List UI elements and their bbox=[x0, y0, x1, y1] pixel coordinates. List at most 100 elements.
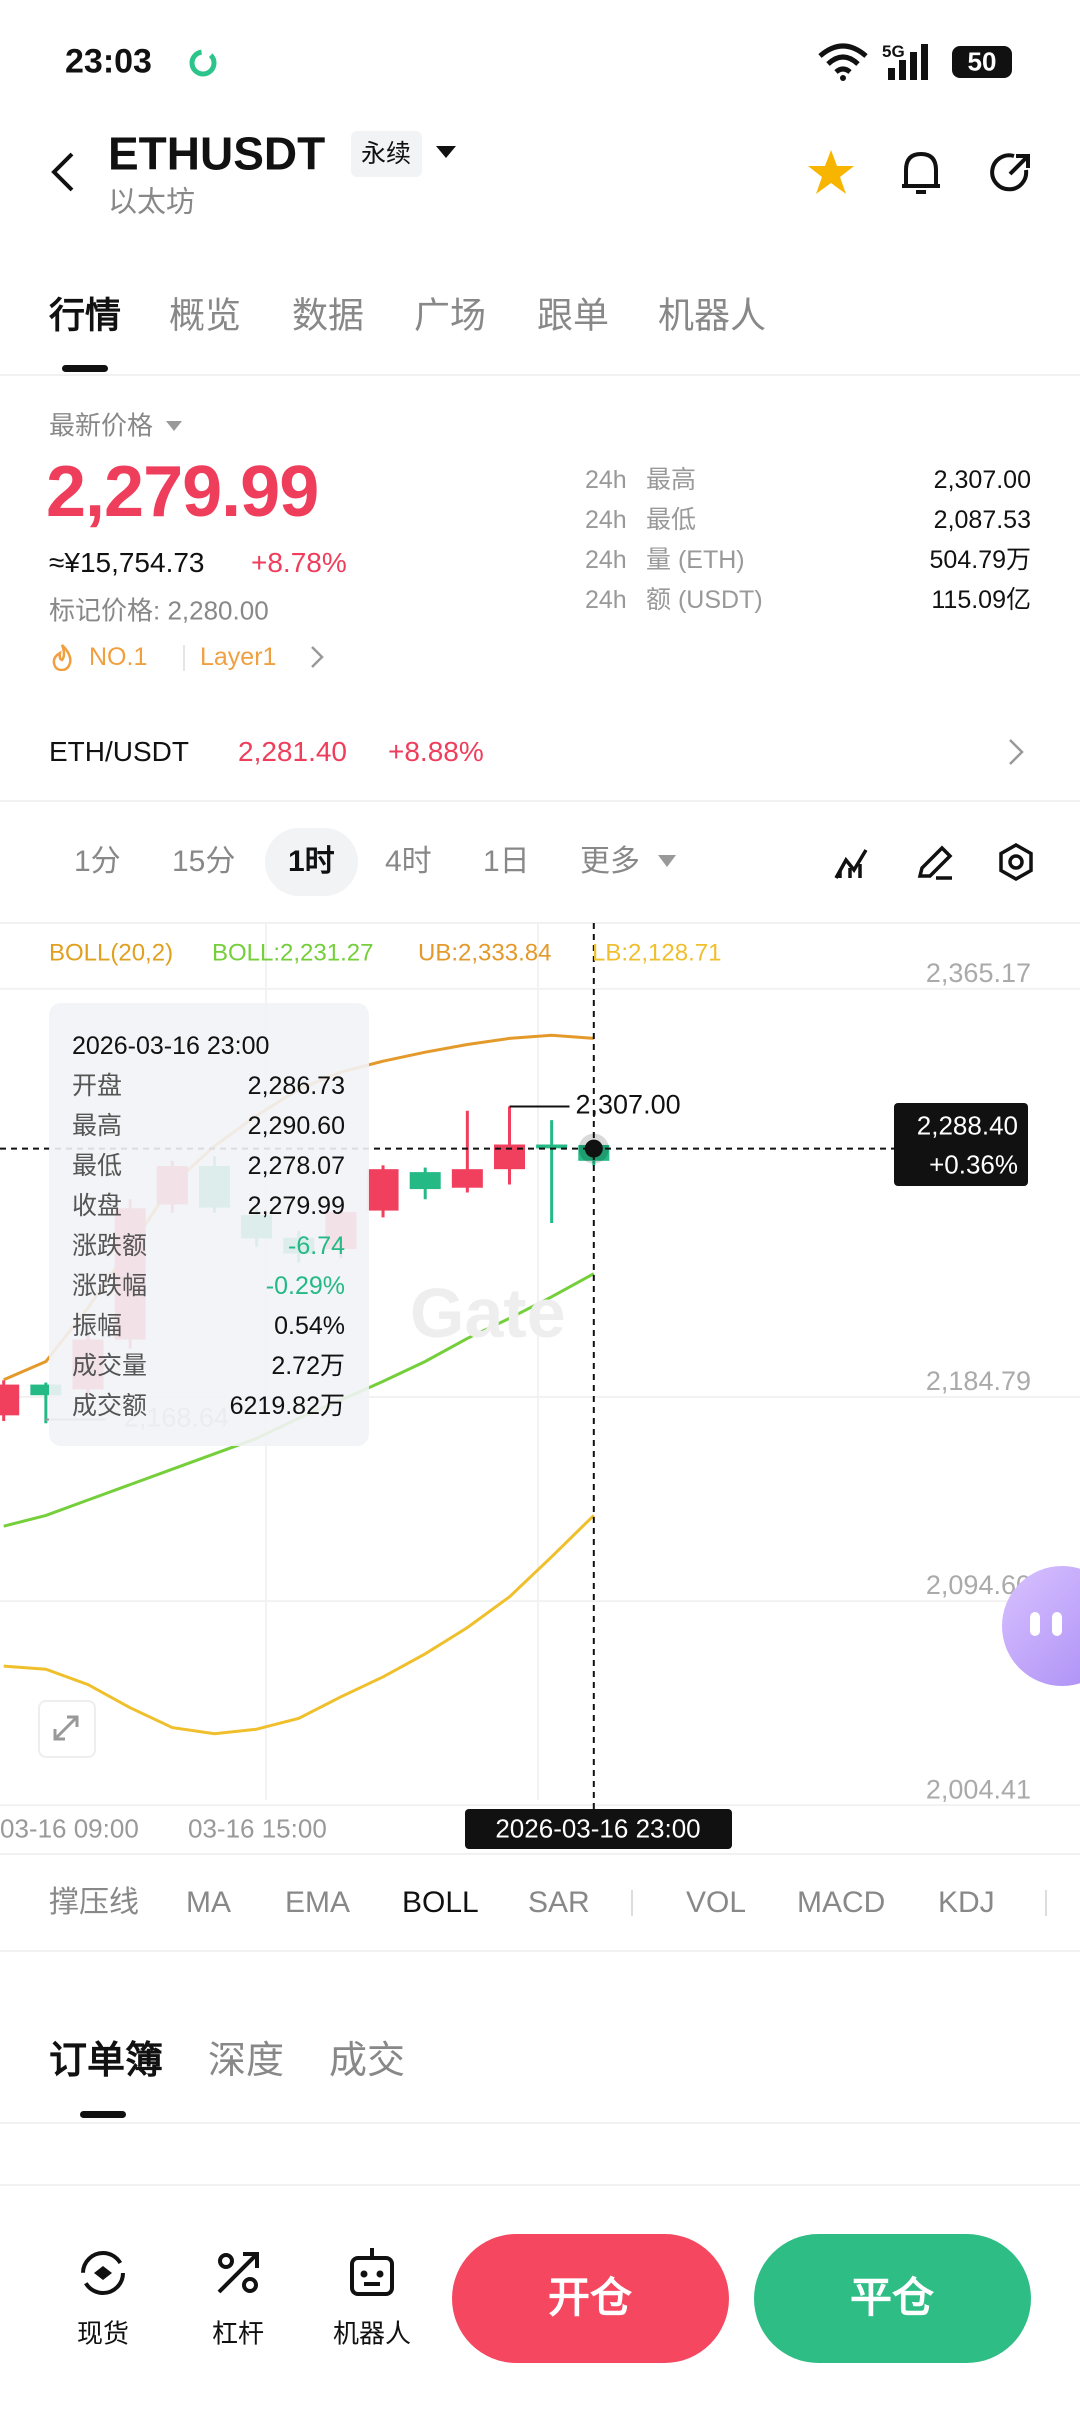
draw-button[interactable] bbox=[916, 844, 954, 880]
close-button[interactable] bbox=[754, 2234, 1031, 2363]
interval[interactable]: 1时 bbox=[288, 845, 335, 878]
tab[interactable]: 行情 bbox=[49, 294, 122, 336]
tooltip-panel bbox=[49, 1003, 369, 1446]
candle-body bbox=[451, 1169, 483, 1188]
bot-icon[interactable] bbox=[347, 2246, 397, 2298]
nav-label[interactable]: 杠杆 bbox=[211, 2318, 265, 2349]
interval[interactable]: 更多 bbox=[580, 845, 640, 878]
stat-value: 504.79万 bbox=[929, 546, 1031, 574]
indicator-tab[interactable]: 撑压线 bbox=[49, 1886, 139, 1919]
divider bbox=[0, 1853, 1080, 1855]
assistant-eye bbox=[1052, 1612, 1062, 1636]
tag-chevron[interactable] bbox=[310, 645, 324, 669]
fullscreen-icon bbox=[53, 1715, 79, 1741]
back-button[interactable] bbox=[48, 150, 78, 194]
book-tab[interactable]: 深度 bbox=[208, 2040, 285, 2083]
tab[interactable]: 广场 bbox=[414, 294, 487, 336]
tooltip-value: -6.74 bbox=[288, 1232, 345, 1260]
spot-icon[interactable] bbox=[78, 2248, 128, 2298]
x-tick-label: 03-16 09:00 bbox=[0, 1813, 139, 1844]
indicator-tab[interactable]: BOLL bbox=[402, 1886, 479, 1919]
symbol: ETHUSDT bbox=[108, 127, 326, 180]
last-price: 2,279.99 bbox=[46, 451, 319, 532]
tooltip-value: 2,290.60 bbox=[247, 1112, 345, 1140]
share-button[interactable] bbox=[988, 150, 1034, 196]
stat-label: 量 (ETH) bbox=[646, 546, 745, 574]
tag-separator bbox=[183, 645, 185, 671]
indicator-tab[interactable]: SAR bbox=[528, 1886, 590, 1919]
network-type: 5G bbox=[882, 41, 905, 61]
tab[interactable]: 机器人 bbox=[658, 294, 767, 336]
sector-tag[interactable]: Layer1 bbox=[200, 643, 277, 671]
nav-label[interactable]: 机器人 bbox=[332, 2318, 412, 2349]
x-tick-label: 03-16 15:00 bbox=[188, 1813, 327, 1844]
status-app-icon bbox=[189, 49, 217, 77]
interval[interactable]: 4时 bbox=[385, 845, 432, 878]
indicator-tab[interactable]: MACD bbox=[797, 1886, 886, 1919]
divider bbox=[0, 1950, 1080, 1952]
indicator-tab[interactable]: VOL bbox=[686, 1886, 747, 1919]
stat-label: 最高 bbox=[646, 466, 697, 494]
mark-price: 标记价格: 2,280.00 bbox=[49, 595, 269, 626]
cny-price: ≈¥15,754.73 bbox=[49, 547, 205, 579]
contract-badge[interactable]: 永续 bbox=[360, 140, 412, 168]
coin-name: 以太坊 bbox=[108, 186, 196, 219]
tooltip-time: 2026-03-16 23:00 bbox=[72, 1032, 270, 1060]
tooltip-value: -0.29% bbox=[265, 1272, 345, 1300]
crosshair-time-box bbox=[465, 1809, 732, 1849]
more-caret[interactable] bbox=[658, 855, 676, 869]
stat-period: 24h bbox=[585, 466, 627, 494]
interval[interactable]: 1分 bbox=[74, 845, 121, 878]
spot-change: +8.88% bbox=[388, 736, 484, 768]
price-caret[interactable] bbox=[166, 421, 182, 433]
divider bbox=[0, 800, 1080, 802]
settings-button[interactable] bbox=[997, 843, 1035, 881]
divider bbox=[0, 374, 1080, 376]
indicator-tab[interactable]: EMA bbox=[285, 1886, 351, 1919]
indicator-separator bbox=[631, 1890, 633, 1916]
book-tab-indicator bbox=[80, 2111, 126, 2118]
tooltip-label: 成交额 bbox=[72, 1392, 148, 1420]
open-button-label[interactable]: 开仓 bbox=[547, 2273, 633, 2321]
boll-lb-line bbox=[3, 1514, 595, 1736]
stat-period: 24h bbox=[585, 506, 627, 534]
y-tick-label: 2,184.79 bbox=[926, 1366, 1031, 1396]
tab[interactable]: 跟单 bbox=[537, 294, 610, 336]
spot-pair[interactable]: ETH/USDT bbox=[49, 736, 189, 768]
tab[interactable]: 数据 bbox=[292, 294, 365, 336]
dropdown-caret[interactable] bbox=[436, 146, 456, 160]
tooltip-value: 2.72万 bbox=[271, 1352, 345, 1380]
book-tab[interactable]: 订单簿 bbox=[49, 2040, 164, 2083]
favorite-star[interactable] bbox=[806, 148, 856, 196]
watermark: Gate bbox=[410, 1274, 566, 1352]
tab[interactable]: 概览 bbox=[169, 294, 242, 336]
tooltip-label: 最高 bbox=[72, 1112, 123, 1140]
spot-chevron[interactable] bbox=[1008, 738, 1024, 766]
indicator-tab[interactable]: KDJ bbox=[938, 1886, 995, 1919]
interval[interactable]: 1日 bbox=[483, 845, 530, 878]
candle-body bbox=[409, 1172, 441, 1190]
close-button-label[interactable]: 平仓 bbox=[849, 2273, 935, 2321]
interval[interactable]: 15分 bbox=[172, 845, 236, 878]
rank-tag[interactable]: NO.1 bbox=[89, 643, 148, 671]
nav-label[interactable]: 现货 bbox=[76, 2318, 130, 2349]
book-tab[interactable]: 成交 bbox=[329, 2040, 406, 2083]
open-button[interactable] bbox=[452, 2234, 729, 2363]
tooltip-value: 2,286.73 bbox=[247, 1072, 345, 1100]
indicator-button[interactable] bbox=[834, 844, 872, 880]
divider bbox=[0, 922, 1080, 924]
fire-icon bbox=[52, 644, 72, 671]
alert-bell[interactable] bbox=[898, 148, 944, 198]
spot-price: 2,281.40 bbox=[238, 736, 347, 768]
tooltip-value: 0.54% bbox=[274, 1312, 345, 1340]
stat-value: 2,087.53 bbox=[933, 506, 1031, 534]
leverage-icon[interactable] bbox=[213, 2248, 263, 2298]
indicator-tab[interactable]: MA bbox=[186, 1886, 231, 1919]
stat-value: 115.09亿 bbox=[931, 586, 1031, 614]
indicator-separator bbox=[1045, 1890, 1047, 1916]
crosshair-price-box bbox=[894, 1103, 1028, 1186]
tooltip-label: 涨跌额 bbox=[72, 1232, 148, 1260]
tooltip-value: 2,278.07 bbox=[247, 1152, 345, 1180]
tooltip-label: 收盘 bbox=[72, 1192, 123, 1220]
tooltip-label: 振幅 bbox=[72, 1312, 123, 1340]
